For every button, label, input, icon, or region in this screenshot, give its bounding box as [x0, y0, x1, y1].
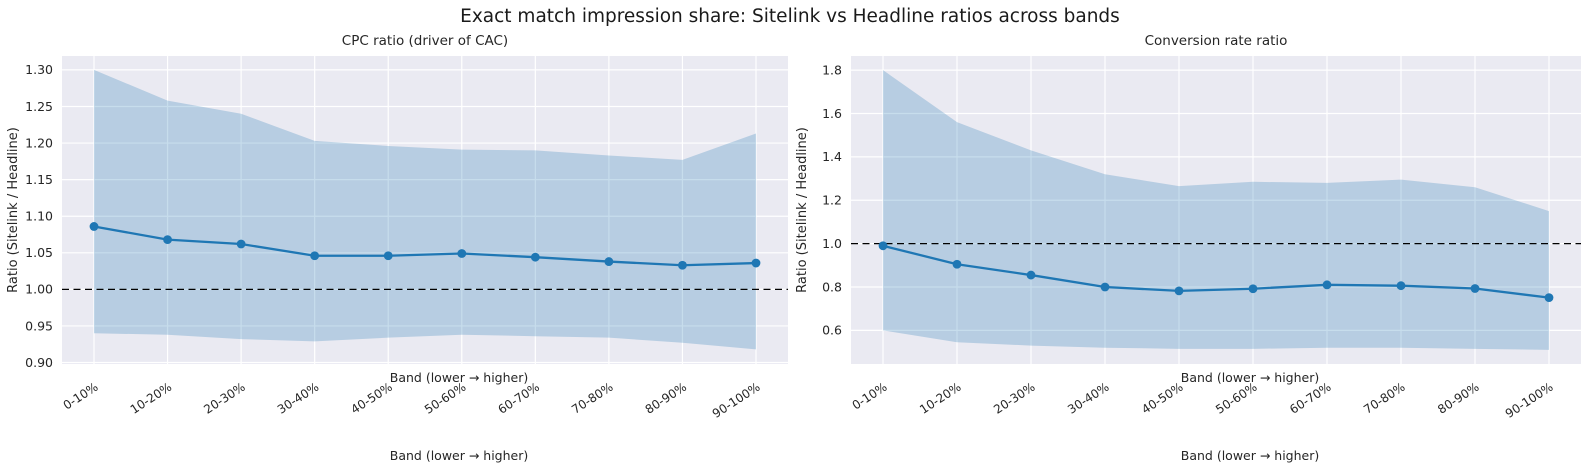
axis-xlabel-inner: Band (lower → higher) [1181, 370, 1320, 385]
axis-ylabel: Ratio (Sitelink / Headline) [795, 127, 810, 293]
conversion-ratio-panel: 0.6 0.8 1.0 1.2 1.4 1.6 1.8 0-10% 10-20% 20-30% 30… [795, 33, 1581, 463]
ratio-line-series [881, 244, 1551, 299]
axis-xlabel: Band (lower → higher) [390, 448, 529, 463]
x-tick-label: 20-30% [991, 380, 1037, 417]
data-point-marker [878, 241, 888, 251]
axes-background [851, 56, 1581, 364]
x-tick-label: 10-20% [128, 380, 174, 417]
panel-title: Conversion rate ratio [1145, 33, 1288, 49]
y-tick-label: 0.6 [822, 323, 842, 338]
y-tick-label: 1.4 [822, 149, 842, 164]
axis-xlabel-inner: Band (lower → higher) [390, 370, 529, 385]
data-point-marker [952, 259, 962, 269]
y-tick-label: 1.10 [25, 209, 53, 224]
y-tick-label: 0.90 [25, 355, 53, 370]
x-tick-label: 70-80% [569, 380, 615, 417]
data-point-marker [1100, 282, 1110, 292]
x-tick-label: 0-10% [850, 380, 890, 413]
x-tick-label: 20-30% [201, 380, 247, 417]
data-point-marker [457, 249, 467, 258]
x-tick-label: 90-100% [1503, 380, 1556, 421]
x-tick-label: 40-50% [348, 380, 394, 417]
x-tick-label: 40-50% [1139, 380, 1185, 417]
x-tick-label: 10-20% [917, 380, 963, 417]
x-tick-label: 30-40% [275, 380, 321, 417]
x-tick-label: 60-70% [496, 380, 542, 417]
axis-xlabel: Band (lower → higher) [1181, 448, 1320, 463]
confidence-band [94, 69, 756, 350]
x-tick-label: 50-60% [1213, 380, 1259, 417]
y-tick-label: 0.8 [822, 279, 842, 294]
y-tick-label: 1.25 [25, 99, 53, 114]
data-point-marker [310, 251, 320, 261]
data-point-marker [604, 257, 614, 266]
ratio-line-series [92, 225, 758, 267]
x-tick-label: 60-70% [1287, 380, 1333, 417]
data-point-marker [1470, 284, 1480, 293]
x-tick-label: 70-80% [1361, 380, 1407, 417]
data-point-marker [1322, 280, 1332, 290]
data-point-marker [530, 252, 540, 262]
figure-title: Exact match impression share: Sitelink v… [460, 6, 1120, 27]
y-tick-label: 0.95 [25, 318, 53, 333]
data-point-marker [1248, 284, 1258, 294]
axes-background [62, 56, 788, 364]
data-point-marker [163, 235, 172, 245]
x-tick-label: 80-90% [643, 380, 689, 417]
y-tick-label: 1.15 [25, 172, 53, 187]
data-point-marker [1026, 270, 1036, 280]
confidence-band [883, 70, 1549, 350]
panel-title: CPC ratio (driver of CAC) [342, 33, 508, 49]
data-point-marker [1396, 281, 1406, 291]
data-point-marker [1544, 293, 1554, 303]
data-point-marker [236, 239, 246, 249]
y-tick-label: 1.8 [822, 62, 842, 77]
y-tick-label: 1.05 [25, 245, 53, 260]
y-tick-label: 1.0 [822, 236, 842, 251]
data-point-marker [89, 222, 99, 231]
y-tick-label: 1.00 [25, 282, 53, 297]
cpc-ratio-panel: 0.90 0.95 1.00 1.05 1.10 1.15 1.20 1.25 1.30 0-10… [6, 33, 788, 463]
x-tick-label: 90-100% [710, 380, 763, 421]
data-point-marker [751, 258, 761, 268]
x-tick-label: 80-90% [1435, 380, 1481, 417]
data-point-marker [1174, 286, 1184, 296]
y-tick-label: 1.20 [25, 135, 53, 150]
data-point-marker [383, 251, 393, 261]
axis-ylabel: Ratio (Sitelink / Headline) [6, 127, 21, 293]
data-point-marker [678, 260, 687, 270]
x-tick-label: 50-60% [422, 380, 468, 417]
x-tick-label: 30-40% [1065, 380, 1111, 417]
y-tick-label: 1.30 [25, 62, 53, 77]
y-tick-label: 1.2 [822, 193, 842, 208]
y-tick-label: 1.6 [822, 106, 842, 121]
x-tick-label: 0-10% [61, 380, 101, 413]
